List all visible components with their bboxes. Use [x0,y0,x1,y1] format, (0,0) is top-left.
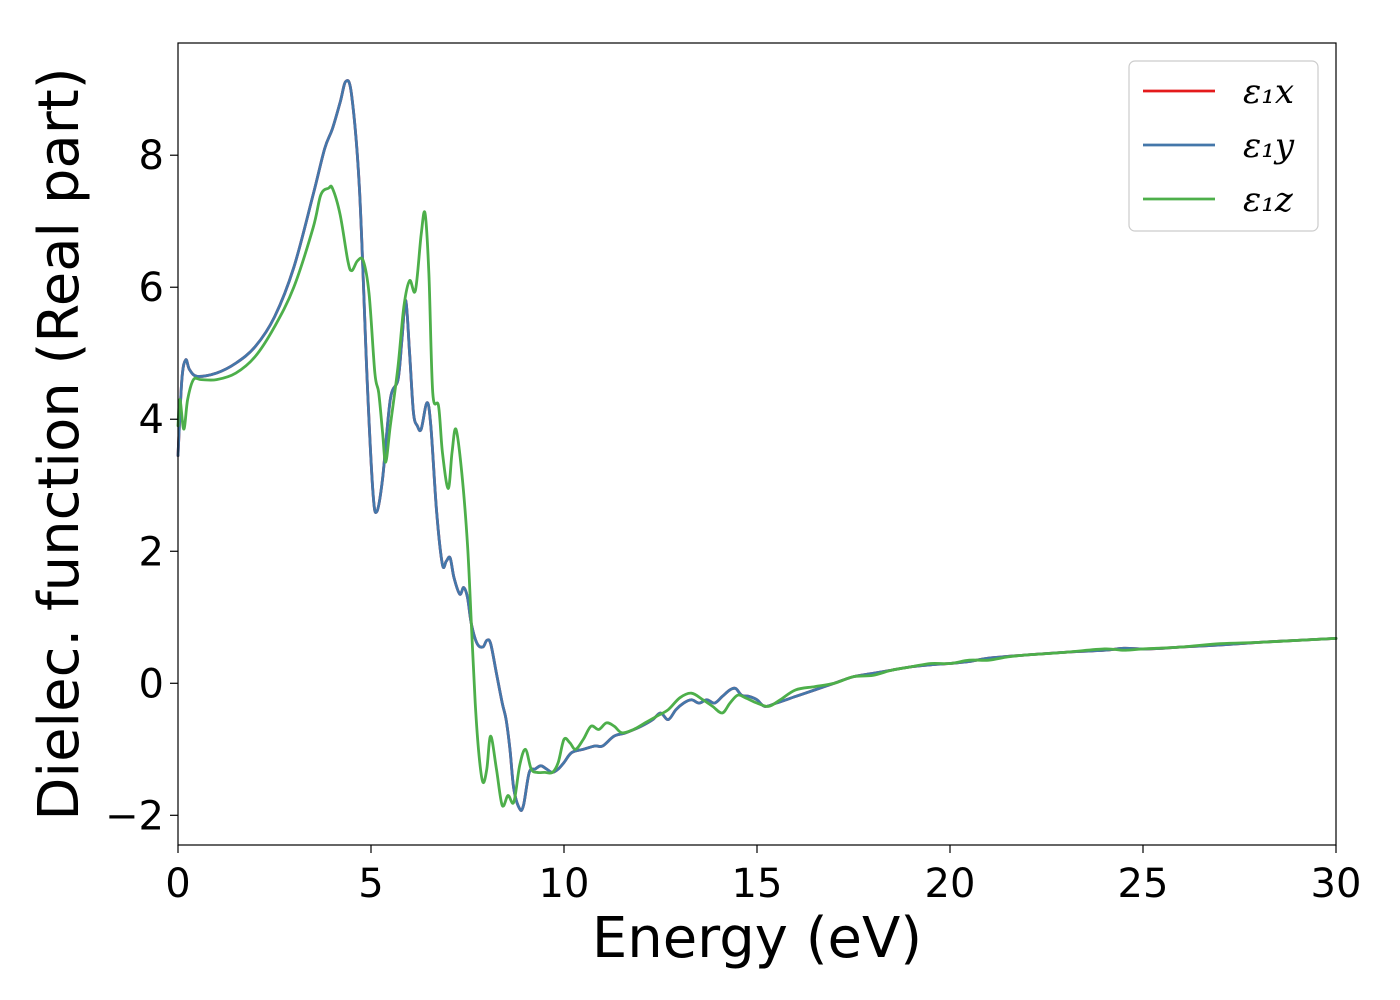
x-tick-label: 20 [925,861,976,907]
y-axis-title: Dielec. function (Real part) [27,67,92,820]
legend-label-2: ε₁y [1243,126,1295,166]
x-tick-label: 0 [165,861,190,907]
legend-box [1128,60,1319,232]
x-tick-label: 15 [732,861,783,907]
y-tick-label: −2 [105,793,164,839]
y-tick-label: 2 [139,529,164,575]
x-tick-label: 30 [1311,861,1362,907]
legend-label-3: ε₁z [1243,180,1294,220]
y-tick-label: 6 [139,265,164,311]
x-tick-label: 25 [1118,861,1169,907]
x-tick-label: 10 [539,861,590,907]
series-line-3 [176,184,1338,808]
y-tick-label: 0 [139,661,164,707]
x-tick-label: 5 [358,861,383,907]
legend: ε₁x ε₁y ε₁z [1128,60,1319,232]
x-axis-title: Energy (eV) [592,906,922,971]
series-layer [176,79,1338,812]
legend-items: ε₁x ε₁y ε₁z [1143,72,1295,220]
legend-label-1: ε₁x [1243,72,1294,112]
y-tick-label: 4 [139,397,164,443]
y-tick-label: 8 [139,133,164,179]
